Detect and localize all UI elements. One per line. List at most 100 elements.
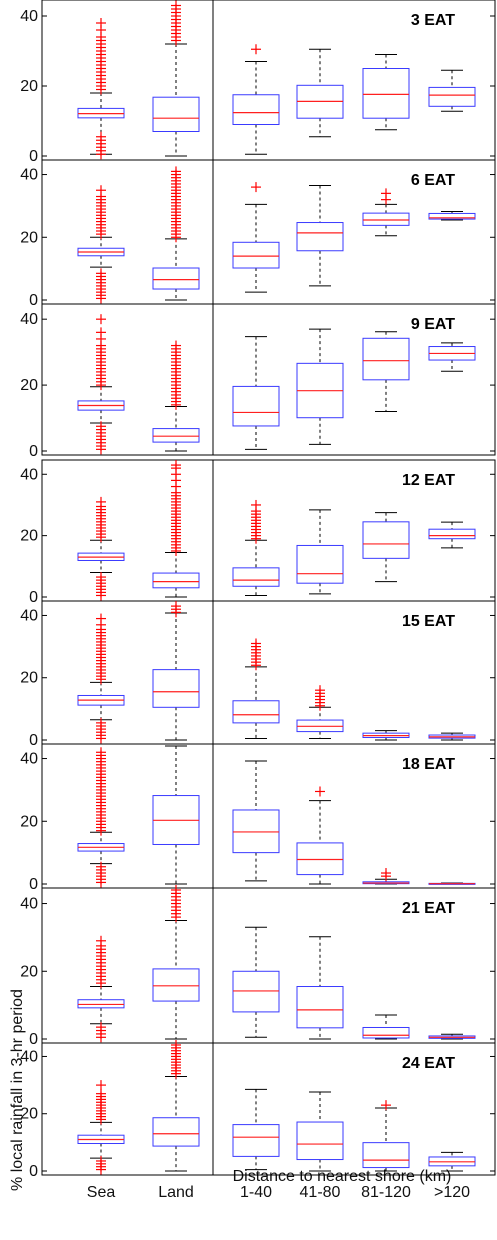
- y-tick-label: 40: [20, 466, 38, 483]
- y-tick-label: 40: [20, 8, 38, 25]
- panel-5: 0 20 40 15 EAT: [20, 600, 496, 749]
- iqr-box: [428, 212, 476, 220]
- y-tick-label: 0: [29, 148, 38, 165]
- iqr-box: [362, 212, 410, 226]
- box-81-120: [362, 188, 410, 237]
- box->120: [428, 521, 476, 549]
- box-Sea: [77, 18, 125, 160]
- box-41-80: [296, 185, 344, 287]
- iqr-box: [232, 241, 280, 269]
- x-tick-label: 41-80: [300, 1184, 341, 1201]
- y-tick-label: 0: [29, 1031, 38, 1048]
- outlier-marker: [171, 166, 181, 177]
- box-1-40: [232, 760, 280, 882]
- y-tick-label: 20: [20, 1106, 38, 1123]
- outlier-marker: [96, 268, 106, 279]
- y-tick-label: 20: [20, 377, 38, 394]
- panel-3: 0 20 40 9 EAT: [20, 303, 496, 460]
- y-tick-label: 40: [20, 311, 38, 328]
- panel-title: 9 EAT: [411, 316, 455, 333]
- outlier-marker: [96, 18, 106, 28]
- panel-title: 3 EAT: [411, 12, 455, 29]
- outlier-marker: [96, 131, 106, 142]
- box-Sea: [77, 935, 125, 1043]
- outlier-marker: [171, 340, 181, 351]
- box-Land: [152, 460, 200, 598]
- panel-frame: [41, 1042, 496, 1176]
- outlier-marker: [96, 327, 106, 338]
- box-81-120: [362, 512, 410, 583]
- y-tick-label: 40: [20, 751, 38, 768]
- outlier-marker: [96, 613, 106, 624]
- outlier-marker: [251, 44, 261, 55]
- box-Sea: [77, 185, 125, 304]
- box-Sea: [77, 613, 125, 744]
- iqr-box: [428, 528, 476, 540]
- y-tick-label: 40: [20, 167, 38, 184]
- box->120: [428, 1033, 476, 1040]
- y-tick-label: 20: [20, 963, 38, 980]
- box->120: [428, 1151, 476, 1172]
- box-Sea: [77, 496, 125, 601]
- outlier-marker: [381, 1100, 391, 1111]
- box-Land: [152, 745, 200, 885]
- panel-title: 24 EAT: [402, 1055, 455, 1072]
- x-axis-label: Distance to nearest shore (km): [233, 1168, 452, 1185]
- x-tick-label: 1-40: [240, 1184, 272, 1201]
- box->120: [428, 342, 476, 372]
- y-tick-label: 0: [29, 1163, 38, 1180]
- outlier-marker: [96, 314, 106, 325]
- panel-6: 0 20 40 18 EAT: [20, 743, 496, 893]
- outlier-marker: [251, 638, 261, 649]
- outlier-marker: [171, 601, 181, 612]
- iqr-box: [232, 1124, 280, 1157]
- outlier-marker: [171, 0, 181, 11]
- iqr-box: [362, 521, 410, 559]
- y-axis-label: % local rainfall in 3-hr period: [9, 989, 26, 1191]
- panel-1: 0 20 40 3 EAT: [20, 0, 496, 165]
- x-tick-label: Land: [158, 1184, 194, 1201]
- y-tick-label: 20: [20, 813, 38, 830]
- box-1-40: [232, 336, 280, 450]
- box-41-80: [296, 685, 344, 739]
- box-Land: [152, 1040, 200, 1172]
- outlier-marker: [315, 786, 325, 797]
- panel-title: 18 EAT: [402, 756, 455, 773]
- y-tick-label: 20: [20, 78, 38, 95]
- outlier-marker: [96, 861, 106, 872]
- box-1-40: [232, 44, 280, 155]
- iqr-box: [152, 968, 200, 1002]
- box-1-40: [232, 499, 280, 596]
- iqr-box: [362, 1142, 410, 1169]
- panel-frame: [41, 303, 496, 456]
- box-1-40: [232, 638, 280, 739]
- y-tick-label: 0: [29, 443, 38, 460]
- y-tick-label: 40: [20, 607, 38, 624]
- box-1-40: [232, 926, 280, 1038]
- box-Land: [152, 0, 200, 157]
- iqr-box: [152, 96, 200, 132]
- outlier-marker: [171, 885, 181, 895]
- iqr-box: [232, 385, 280, 427]
- outlier-marker: [96, 717, 106, 728]
- panel-2: 0 20 40 6 EAT: [20, 159, 496, 309]
- outlier-marker: [96, 1022, 106, 1033]
- y-tick-label: 20: [20, 528, 38, 545]
- outlier-marker: [171, 460, 181, 471]
- box->120: [428, 211, 476, 221]
- y-tick-label: 0: [29, 292, 38, 309]
- box->120: [428, 69, 476, 112]
- iqr-box: [152, 428, 200, 443]
- y-tick-label: 0: [29, 732, 38, 749]
- y-tick-label: 0: [29, 876, 38, 893]
- panel-8: 0 20 40 24 EAT: [20, 1040, 496, 1180]
- box-81-120: [362, 54, 410, 131]
- panel-7: 0 20 40 21 EAT: [20, 885, 496, 1048]
- iqr-box: [232, 809, 280, 854]
- box-81-120: [362, 868, 410, 885]
- iqr-box: [232, 94, 280, 125]
- box-1-40: [232, 1088, 280, 1171]
- box-81-120: [362, 1100, 410, 1172]
- box-41-80: [296, 936, 344, 1040]
- iqr-box: [296, 986, 344, 1029]
